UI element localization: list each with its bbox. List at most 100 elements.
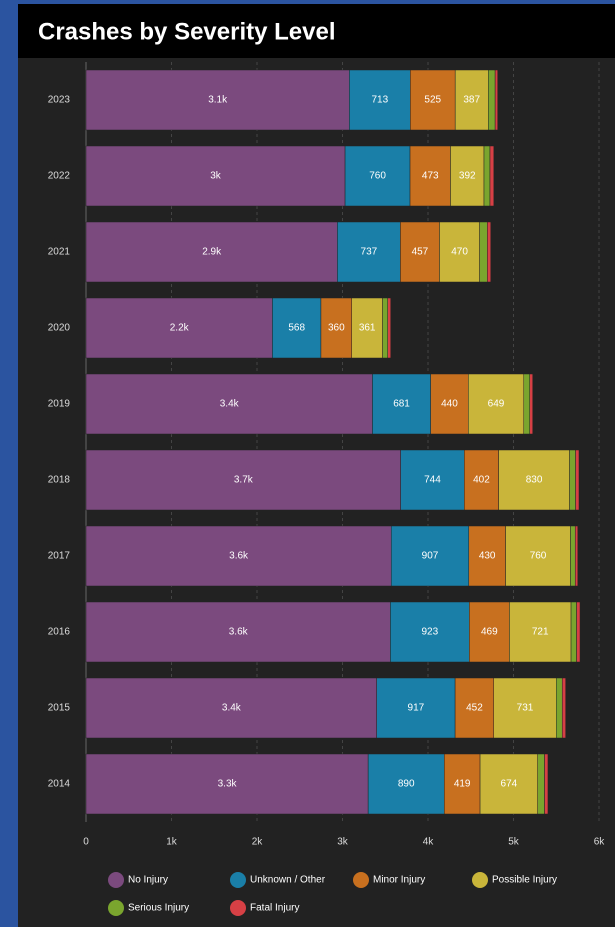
- y-tick-label: 2014: [48, 779, 71, 790]
- value-label: 917: [408, 703, 425, 714]
- value-label: 3.1k: [208, 95, 228, 106]
- value-label: 674: [501, 779, 518, 790]
- bar-segment: [498, 449, 570, 511]
- bar-segment: [409, 145, 451, 207]
- value-label: 568: [288, 323, 305, 334]
- value-label: 731: [517, 703, 534, 714]
- y-tick-label: 2019: [48, 399, 71, 410]
- value-label: 2.2k: [170, 323, 190, 334]
- bar-segment: [272, 297, 322, 359]
- bar-segment: [544, 753, 549, 815]
- bar-segment: [489, 145, 495, 207]
- bar-segment: [556, 677, 563, 739]
- value-label: 360: [328, 323, 345, 334]
- legend-marker: [230, 872, 246, 888]
- y-tick-label: 2018: [48, 475, 71, 486]
- bar-segment: [337, 221, 401, 283]
- bar-segment: [351, 297, 383, 359]
- bar-segment: [372, 373, 431, 435]
- bar-segment: [387, 297, 391, 359]
- x-tick-label: 4k: [423, 837, 435, 848]
- bar-segment: [85, 297, 273, 359]
- value-label: 890: [398, 779, 415, 790]
- value-label: 721: [532, 627, 549, 638]
- x-tick-label: 0: [83, 837, 89, 848]
- bar-segment: [469, 601, 510, 663]
- y-tick-label: 2017: [48, 551, 71, 562]
- x-tick-label: 5k: [508, 837, 520, 848]
- value-label: 440: [441, 399, 458, 410]
- legend-label: No Injury: [128, 875, 168, 886]
- y-tick-label: 2015: [48, 703, 71, 714]
- bar-segment: [85, 677, 377, 739]
- legend-label: Possible Injury: [492, 875, 557, 886]
- value-label: 3.6k: [229, 627, 249, 638]
- bar-segment: [376, 677, 456, 739]
- legend-marker: [230, 900, 246, 916]
- value-label: 649: [488, 399, 505, 410]
- legend-marker: [108, 872, 124, 888]
- bar-segment: [576, 601, 581, 663]
- bar-segment: [561, 677, 566, 739]
- bar-segment: [575, 449, 580, 511]
- value-label: 3k: [210, 171, 222, 182]
- bar-segment: [85, 753, 369, 815]
- y-tick-label: 2016: [48, 627, 71, 638]
- value-label: 737: [361, 247, 378, 258]
- bar-segment: [479, 221, 488, 283]
- value-label: 361: [359, 323, 376, 334]
- legend-label: Minor Injury: [373, 875, 425, 886]
- value-label: 830: [526, 475, 543, 486]
- bar-segment: [450, 145, 485, 207]
- value-label: 392: [459, 171, 476, 182]
- value-label: 3.7k: [234, 475, 254, 486]
- value-label: 525: [424, 95, 441, 106]
- value-label: 3.3k: [218, 779, 238, 790]
- bar-segment: [382, 297, 388, 359]
- bar-segment: [529, 373, 533, 435]
- y-tick-label: 2020: [48, 323, 71, 334]
- bar-segment: [85, 373, 373, 435]
- y-tick-label: 2022: [48, 171, 71, 182]
- value-label: 387: [463, 95, 480, 106]
- legend-label: Fatal Injury: [250, 903, 299, 914]
- value-label: 419: [454, 779, 471, 790]
- value-label: 3.6k: [229, 551, 249, 562]
- bar-segment: [454, 677, 494, 739]
- legend-marker: [108, 900, 124, 916]
- bar-segment: [320, 297, 352, 359]
- bar-segment: [483, 145, 491, 207]
- value-label: 713: [371, 95, 388, 106]
- bar-segment: [85, 601, 391, 663]
- value-label: 760: [369, 171, 386, 182]
- bar-segment: [85, 221, 338, 283]
- bar-segment: [443, 753, 481, 815]
- bar-segment: [505, 525, 571, 587]
- bar-segment: [570, 525, 576, 587]
- value-label: 473: [422, 171, 439, 182]
- value-label: 744: [424, 475, 441, 486]
- bar-segment: [570, 601, 577, 663]
- x-tick-label: 1k: [166, 837, 178, 848]
- bar-segment: [487, 221, 492, 283]
- y-tick-label: 2023: [48, 95, 71, 106]
- value-label: 2.9k: [202, 247, 222, 258]
- bar-segment: [494, 69, 498, 131]
- value-label: 469: [481, 627, 498, 638]
- bar-segment: [468, 525, 506, 587]
- x-tick-label: 3k: [337, 837, 349, 848]
- x-tick-label: 6k: [594, 837, 606, 848]
- bar-segment: [523, 373, 530, 435]
- value-label: 470: [451, 247, 468, 258]
- value-label: 760: [530, 551, 547, 562]
- y-tick-label: 2021: [48, 247, 71, 258]
- value-label: 907: [422, 551, 439, 562]
- bar-segment: [454, 69, 489, 131]
- bar-segment: [344, 145, 411, 207]
- value-label: 402: [473, 475, 490, 486]
- value-label: 681: [393, 399, 410, 410]
- x-tick-label: 2k: [252, 837, 264, 848]
- bar-segment: [569, 449, 576, 511]
